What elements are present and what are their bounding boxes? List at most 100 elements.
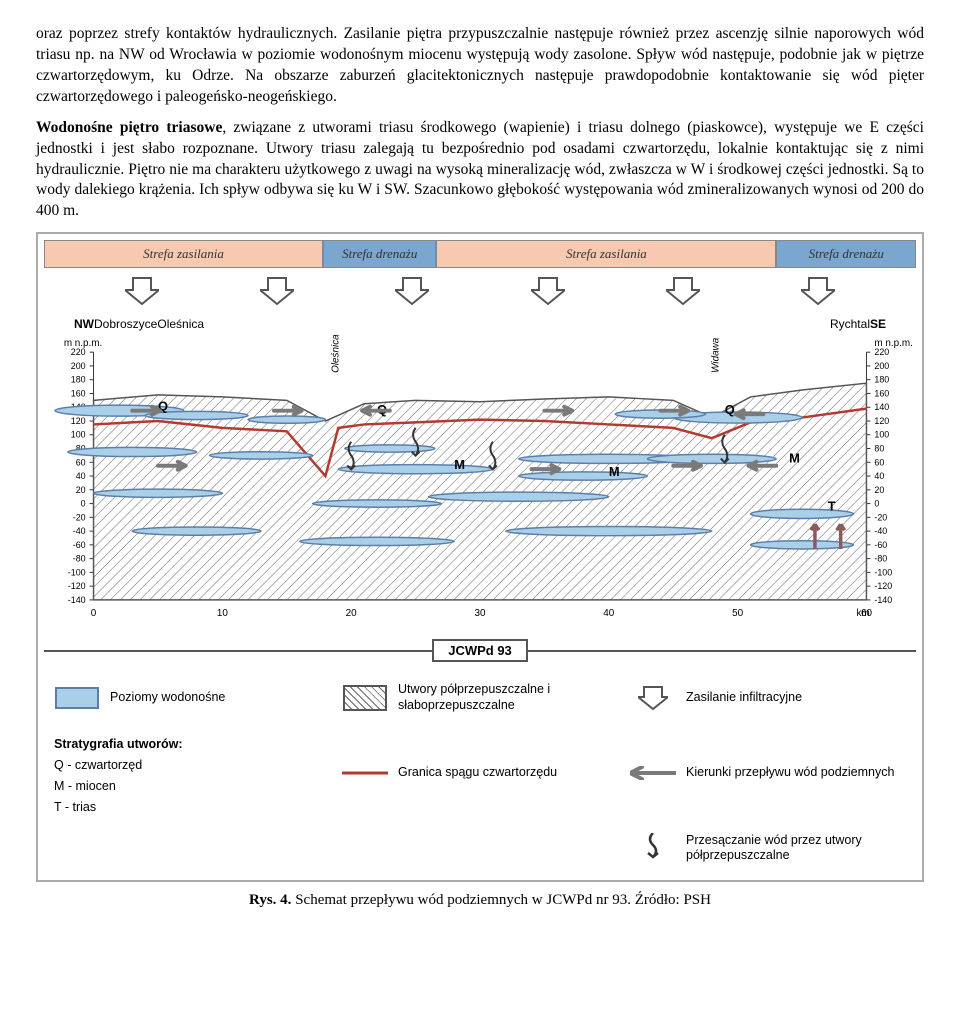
boundary-line-icon (342, 769, 388, 777)
svg-text:20: 20 (874, 485, 884, 495)
svg-text:-100: -100 (68, 568, 86, 578)
svg-text:-120: -120 (874, 581, 892, 591)
legend-percolation-label: Przesączanie wód przez utwory półprzepus… (686, 833, 906, 864)
hatch-swatch-icon (343, 685, 387, 711)
jcwpd-range-bar: JCWPd 93 (44, 639, 916, 662)
svg-text:60: 60 (76, 458, 86, 468)
cross-section-diagram: m n.p.m.m n.p.m.220220200200180180160160… (44, 331, 916, 631)
svg-text:40: 40 (874, 471, 884, 481)
svg-text:-20: -20 (874, 513, 887, 523)
legend-percolation: Przesączanie wód przez utwory półprzepus… (630, 833, 906, 864)
svg-text:100: 100 (874, 430, 889, 440)
svg-text:0: 0 (91, 608, 97, 619)
svg-text:Q: Q (725, 402, 735, 417)
place-rychtal: Rychtal (830, 317, 870, 331)
infiltration-arrow-icon (395, 276, 429, 311)
jcwpd-line-right (528, 650, 916, 652)
legend-infil: Zasilanie infiltracyjne (630, 682, 906, 713)
svg-text:T: T (828, 499, 836, 514)
svg-text:km: km (857, 608, 870, 619)
caption-rest: Schemat przepływu wód podziemnych w JCWP… (291, 892, 711, 908)
flow-arrow-icon (630, 766, 676, 780)
svg-text:40: 40 (76, 471, 86, 481)
infiltration-arrow-icon (666, 276, 700, 311)
svg-text:160: 160 (874, 389, 889, 399)
svg-text:10: 10 (217, 608, 229, 619)
svg-text:-80: -80 (73, 554, 86, 564)
svg-text:M: M (454, 457, 465, 472)
svg-text:-100: -100 (874, 568, 892, 578)
svg-text:Oleśnica: Oleśnica (330, 334, 341, 373)
svg-text:-60: -60 (874, 540, 887, 550)
svg-text:20: 20 (346, 608, 358, 619)
aquifer-swatch-icon (55, 687, 99, 709)
paragraph-2-lead: Wodonośne piętro triasowe (36, 119, 222, 136)
paragraph-2: Wodonośne piętro triasowe, związane z ut… (36, 118, 924, 223)
svg-text:160: 160 (71, 389, 86, 399)
legend-boundary: Granica spągu czwartorzędu (342, 728, 618, 819)
strat-q: Q - czwartorzęd (54, 755, 183, 776)
svg-text:30: 30 (474, 608, 486, 619)
legend-boundary-label: Granica spągu czwartorzędu (398, 765, 557, 781)
place-dobroszyce: Dobroszyce (94, 317, 157, 331)
svg-text:-40: -40 (73, 526, 86, 536)
legend-semiperm: Utwory półprzepuszczalne i słaboprzepusz… (342, 682, 618, 713)
svg-text:180: 180 (71, 375, 86, 385)
jcwpd-label-box: JCWPd 93 (432, 639, 528, 662)
zones-bar: Strefa zasilaniaStrefa drenażuStrefa zas… (44, 240, 916, 268)
svg-text:120: 120 (874, 416, 889, 426)
figure-container: Strefa zasilaniaStrefa drenażuStrefa zas… (36, 232, 924, 882)
svg-text:0: 0 (81, 499, 86, 509)
zone-recharge: Strefa zasilania (44, 240, 323, 268)
legend-flow: Kierunki przepływu wód podziemnych (630, 728, 906, 819)
place-olesnica: Oleśnica (157, 317, 204, 331)
svg-text:0: 0 (874, 499, 879, 509)
svg-text:-20: -20 (73, 513, 86, 523)
legend-stratigraphy: Stratygrafia utworów: Q - czwartorzęd M … (54, 728, 330, 819)
strat-header: Stratygrafia utworów: (54, 734, 183, 755)
svg-text:220: 220 (71, 347, 86, 357)
svg-text:M: M (609, 464, 620, 479)
svg-text:-120: -120 (68, 581, 86, 591)
infiltration-arrow-icon (125, 276, 159, 311)
direction-nw: NW (74, 317, 94, 331)
svg-text:50: 50 (732, 608, 744, 619)
legend: Poziomy wodonośne Utwory półprzepuszczal… (44, 682, 916, 874)
svg-text:-140: -140 (874, 595, 892, 605)
svg-text:-40: -40 (874, 526, 887, 536)
svg-text:200: 200 (71, 361, 86, 371)
jcwpd-line-left (44, 650, 432, 652)
percolation-icon (630, 833, 676, 863)
svg-text:120: 120 (71, 416, 86, 426)
svg-text:100: 100 (71, 430, 86, 440)
legend-flow-label: Kierunki przepływu wód podziemnych (686, 765, 894, 781)
svg-text:220: 220 (874, 347, 889, 357)
zone-recharge: Strefa zasilania (436, 240, 776, 268)
infiltration-arrow-icon (801, 276, 835, 311)
zone-drain: Strefa drenażu (323, 240, 436, 268)
infiltration-arrow-icon (260, 276, 294, 311)
svg-text:-80: -80 (874, 554, 887, 564)
legend-semiperm-label: Utwory półprzepuszczalne i słaboprzepusz… (398, 682, 618, 713)
svg-text:40: 40 (603, 608, 615, 619)
infiltration-arrows-row (44, 268, 916, 313)
svg-text:M: M (789, 451, 800, 466)
svg-text:80: 80 (874, 444, 884, 454)
strat-m: M - miocen (54, 776, 183, 797)
paragraph-1: oraz poprzez strefy kontaktów hydraulicz… (36, 24, 924, 108)
caption-bold: Rys. 4. (249, 892, 291, 908)
figure-caption: Rys. 4. Schemat przepływu wód podziemnyc… (36, 892, 924, 909)
legend-infil-label: Zasilanie infiltracyjne (686, 690, 802, 706)
svg-text:180: 180 (874, 375, 889, 385)
infiltration-arrow-icon (630, 685, 676, 711)
svg-text:200: 200 (874, 361, 889, 371)
strat-t: T - trias (54, 797, 183, 818)
zone-drain: Strefa drenażu (776, 240, 916, 268)
legend-aquifer-label: Poziomy wodonośne (110, 690, 225, 706)
legend-aquifer: Poziomy wodonośne (54, 682, 330, 713)
direction-se: SE (870, 317, 886, 331)
svg-text:-140: -140 (68, 595, 86, 605)
top-labels-row: NW Dobroszyce Oleśnica Rychtal SE (44, 317, 916, 331)
infiltration-arrow-icon (531, 276, 565, 311)
svg-text:-60: -60 (73, 540, 86, 550)
